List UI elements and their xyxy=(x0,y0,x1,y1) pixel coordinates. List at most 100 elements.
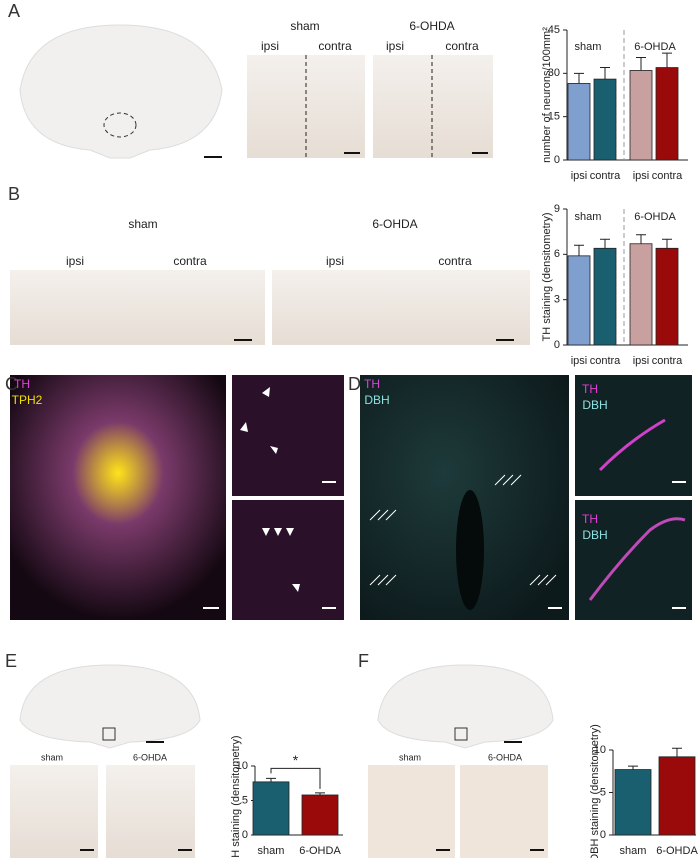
arrowheads xyxy=(240,387,300,592)
group-label: sham xyxy=(575,211,602,223)
error-bar xyxy=(628,765,638,770)
significance-label: * xyxy=(293,752,299,768)
image-label: DBH xyxy=(364,393,389,407)
error-bar xyxy=(662,238,672,249)
micrograph xyxy=(575,375,692,496)
error-bar xyxy=(662,52,672,68)
micrograph xyxy=(373,55,493,158)
micrograph xyxy=(10,375,226,620)
y-axis-label: TH staining (densitometry) xyxy=(541,213,553,342)
brain-slice xyxy=(19,664,201,749)
x-tick-label: ipsi xyxy=(633,170,650,182)
roi xyxy=(102,727,116,741)
bar xyxy=(252,781,290,836)
group-label: 6-OHDA xyxy=(634,211,676,223)
bar xyxy=(301,794,339,836)
panel-label: A xyxy=(8,1,20,21)
image-label: contra xyxy=(318,39,352,53)
x-tick-label: contra xyxy=(652,355,683,367)
image-label: TH xyxy=(582,512,598,526)
bar xyxy=(655,67,679,161)
y-axis-label: number of neurons/100mm² xyxy=(541,27,553,163)
bar xyxy=(593,78,617,161)
bar xyxy=(629,70,653,161)
y-tick-label: 0 xyxy=(600,829,606,841)
image-label: sham xyxy=(41,752,63,762)
error-bar xyxy=(600,238,610,249)
group-label: 6-OHDA xyxy=(634,41,676,53)
image-label: ipsi xyxy=(386,39,404,53)
error-bar xyxy=(574,244,584,256)
y-tick-label: 10 xyxy=(594,744,606,756)
x-tick-label: contra xyxy=(590,170,621,182)
error-bar xyxy=(574,72,584,84)
y-tick-label: 45 xyxy=(548,24,560,36)
group-label: sham xyxy=(575,41,602,53)
image-label: sham xyxy=(128,217,157,231)
micrograph xyxy=(232,500,344,620)
image-label: TH xyxy=(14,377,30,391)
y-tick-label: 3 xyxy=(554,294,560,306)
fiber xyxy=(598,418,666,472)
image-label: TH xyxy=(582,382,598,396)
y-tick-label: 5 xyxy=(600,786,606,798)
image-label: 6-OHDA xyxy=(372,217,417,231)
x-tick-label: ipsi xyxy=(571,170,588,182)
error-bar xyxy=(636,234,646,244)
image-label: DBH xyxy=(582,528,607,542)
x-tick-label: 6-OHDA xyxy=(656,845,698,857)
micrograph xyxy=(272,270,530,345)
image-label: contra xyxy=(445,39,479,53)
bar xyxy=(567,83,591,161)
x-tick-label: ipsi xyxy=(571,355,588,367)
panel-label: E xyxy=(5,651,17,671)
error-bar xyxy=(600,67,610,80)
y-tick-label: 9 xyxy=(554,203,560,215)
image-label: sham xyxy=(399,752,421,762)
significance-bracket xyxy=(270,767,321,789)
y-tick-label: 0 xyxy=(554,339,560,351)
micrograph xyxy=(10,765,98,858)
micrograph xyxy=(232,375,344,496)
x-tick-label: contra xyxy=(590,355,621,367)
error-bar xyxy=(636,56,646,71)
error-bar xyxy=(315,792,325,795)
y-tick-label: 0 xyxy=(554,154,560,166)
image-label: ipsi xyxy=(261,39,279,53)
y-tick-label: 5 xyxy=(242,794,248,806)
ventricle xyxy=(456,490,484,610)
error-bar xyxy=(672,747,682,757)
image-label: TPH2 xyxy=(12,393,43,407)
y-axis-label: TH staining (densitometry) xyxy=(230,736,242,859)
bar xyxy=(629,243,653,346)
roi xyxy=(454,727,468,741)
bar xyxy=(593,247,617,346)
bar xyxy=(658,756,696,836)
brain-slice xyxy=(377,664,554,749)
image-label: ipsi xyxy=(66,254,84,268)
bar xyxy=(655,247,679,346)
fiber xyxy=(588,517,686,601)
image-label: ipsi xyxy=(326,254,344,268)
bar xyxy=(614,769,652,836)
error-bar xyxy=(266,777,276,782)
y-axis-label: DBH staining (densitometry) xyxy=(589,724,601,858)
scale-bars xyxy=(203,481,686,609)
y-tick-label: 0 xyxy=(242,829,248,841)
x-tick-label: 6-OHDA xyxy=(299,845,341,857)
micrograph xyxy=(460,765,548,858)
micrograph xyxy=(106,765,195,858)
image-label: contra xyxy=(438,254,472,268)
x-tick-label: ipsi xyxy=(633,355,650,367)
micrograph xyxy=(368,765,455,858)
y-tick-label: 30 xyxy=(548,67,560,79)
x-tick-label: contra xyxy=(652,170,683,182)
image-label: sham xyxy=(290,19,319,33)
micrograph xyxy=(10,270,265,345)
image-label: 6-OHDA xyxy=(488,752,522,762)
image-label: 6-OHDA xyxy=(133,752,167,762)
scale-bars xyxy=(80,152,544,851)
panel-label: C xyxy=(5,374,18,394)
image-label: contra xyxy=(173,254,207,268)
